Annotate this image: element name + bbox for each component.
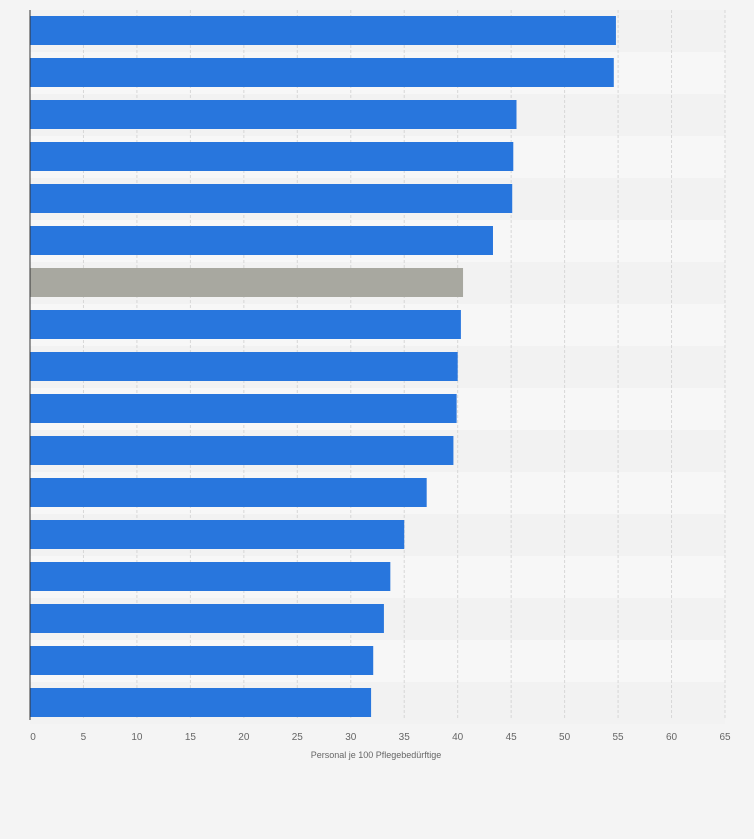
bar[interactable] (30, 688, 372, 717)
bar[interactable] (30, 310, 461, 339)
bar[interactable] (30, 478, 427, 507)
bar[interactable] (30, 16, 616, 45)
x-tick-label: 50 (559, 732, 571, 743)
x-tick-label: 10 (131, 732, 143, 743)
bar[interactable] (30, 58, 614, 87)
x-tick-label: 60 (666, 732, 678, 743)
x-tick-label: 65 (719, 732, 731, 743)
x-tick-label: 40 (452, 732, 464, 743)
bar[interactable] (30, 100, 517, 129)
x-axis-title: Personal je 100 Pflegebedürftige (311, 750, 442, 760)
bar[interactable] (30, 142, 514, 171)
x-tick-label: 5 (81, 732, 87, 743)
x-tick-label: 25 (292, 732, 304, 743)
x-tick-label: 30 (345, 732, 357, 743)
bars (30, 16, 616, 717)
bar[interactable] (30, 226, 493, 255)
bar[interactable] (30, 520, 405, 549)
bar-highlighted[interactable] (30, 268, 464, 297)
bar[interactable] (30, 394, 457, 423)
x-tick-label: 55 (613, 732, 625, 743)
bar[interactable] (30, 184, 513, 213)
bar[interactable] (30, 352, 458, 381)
x-tick-label: 35 (399, 732, 411, 743)
x-tick-label: 20 (238, 732, 250, 743)
bar[interactable] (30, 646, 374, 675)
x-tick-label: 15 (185, 732, 197, 743)
bar[interactable] (30, 604, 384, 633)
x-tick-label: 0 (30, 732, 36, 743)
bar[interactable] (30, 436, 454, 465)
bar[interactable] (30, 562, 391, 591)
x-tick-labels: 0 5 10 15 20 25 30 35 40 45 50 55 60 65 (30, 732, 731, 743)
x-tick-label: 45 (506, 732, 518, 743)
